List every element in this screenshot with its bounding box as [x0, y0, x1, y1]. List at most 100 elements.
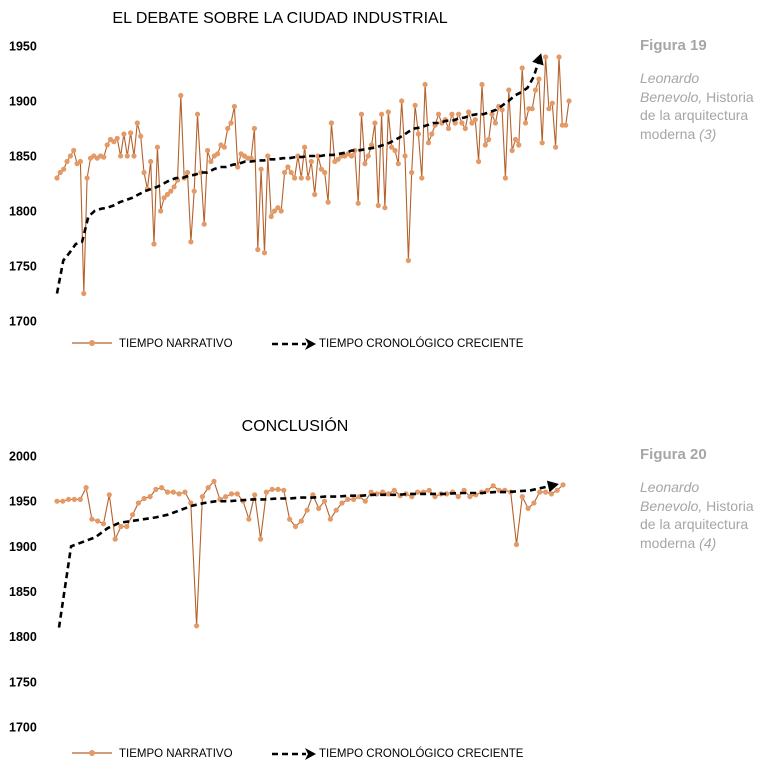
- data-point: [385, 109, 391, 115]
- chart1-legend: TIEMPO NARRATIVO TIEMPO CRONOLÓGICO CREC…: [72, 337, 524, 350]
- data-point: [112, 536, 118, 542]
- data-point: [405, 257, 411, 264]
- data-point: [278, 208, 284, 214]
- figure20-ref: (4): [699, 534, 717, 551]
- data-point: [135, 500, 141, 506]
- data-point: [305, 175, 311, 181]
- data-point: [444, 491, 450, 497]
- data-point: [184, 169, 191, 176]
- data-point: [429, 131, 435, 137]
- data-point: [84, 175, 90, 181]
- data-point: [298, 175, 304, 181]
- data-point: [492, 120, 498, 126]
- data-point: [402, 153, 408, 159]
- data-point: [395, 161, 401, 167]
- data-point: [77, 496, 83, 502]
- data-point: [375, 202, 381, 209]
- figure20-author: Leonardo Benevolo,: [640, 479, 703, 514]
- data-point: [118, 523, 124, 530]
- data-point: [553, 144, 559, 150]
- data-point: [461, 487, 467, 493]
- y-tick-label: 1950: [9, 495, 37, 509]
- data-point: [235, 164, 241, 170]
- data-point: [469, 120, 475, 126]
- data-point: [83, 485, 89, 491]
- data-point: [188, 500, 194, 506]
- data-point: [124, 523, 130, 530]
- data-point: [138, 133, 144, 139]
- y-tick-label: 1750: [9, 675, 37, 689]
- legend-narrative-label: TIEMPO NARRATIVO: [119, 748, 233, 760]
- data-point: [104, 142, 110, 148]
- data-point: [560, 482, 566, 488]
- data-point: [182, 489, 188, 495]
- data-point: [462, 125, 468, 132]
- data-point: [490, 483, 496, 489]
- data-point: [281, 487, 287, 493]
- data-point: [248, 155, 254, 161]
- data-point: [100, 521, 107, 527]
- data-point: [543, 489, 549, 495]
- legend-narrative-marker: [89, 340, 95, 346]
- data-point: [57, 169, 63, 176]
- data-point: [234, 491, 240, 497]
- figure19-ref: (3): [699, 125, 717, 142]
- data-point: [532, 87, 539, 93]
- data-point: [499, 107, 505, 113]
- data-point: [95, 518, 101, 524]
- data-point: [476, 158, 482, 165]
- data-point: [302, 144, 308, 150]
- data-point: [426, 487, 432, 493]
- data-point: [147, 494, 153, 500]
- data-point: [228, 491, 235, 497]
- data-point: [225, 125, 231, 132]
- y-tick-label: 1800: [9, 205, 37, 219]
- data-point: [287, 516, 293, 522]
- data-point: [205, 485, 211, 491]
- data-point: [348, 153, 355, 159]
- data-point: [415, 131, 421, 137]
- data-point: [345, 496, 351, 502]
- data-point: [339, 500, 345, 506]
- data-point: [71, 496, 77, 502]
- data-point: [304, 507, 310, 513]
- data-point: [412, 102, 418, 108]
- data-point: [516, 142, 522, 148]
- data-point: [391, 487, 397, 493]
- data-point: [425, 140, 432, 146]
- data-point: [509, 147, 515, 154]
- data-point: [275, 205, 281, 211]
- data-point: [164, 191, 170, 198]
- data-point: [529, 106, 535, 112]
- data-point: [134, 120, 140, 126]
- data-point: [211, 478, 217, 484]
- data-point: [482, 142, 488, 148]
- arrowhead-icon: [532, 53, 544, 66]
- data-point: [191, 188, 197, 194]
- figure19-text: Historia de la arquitectura moderna: [640, 88, 754, 142]
- data-point: [228, 120, 234, 126]
- data-point: [231, 103, 237, 110]
- data-point: [221, 144, 227, 150]
- data-point: [176, 491, 182, 497]
- data-point: [519, 494, 525, 500]
- data-point: [362, 498, 368, 504]
- data-point: [312, 191, 318, 198]
- data-point: [459, 120, 465, 126]
- data-point: [310, 492, 316, 498]
- data-point: [205, 147, 211, 154]
- data-point: [128, 130, 134, 136]
- data-point: [199, 494, 205, 500]
- data-point: [61, 166, 67, 172]
- data-point: [399, 98, 405, 104]
- data-point: [252, 492, 258, 498]
- data-point: [114, 135, 120, 141]
- data-point: [251, 125, 257, 132]
- data-point: [271, 208, 278, 214]
- data-point: [106, 492, 112, 498]
- figure19-title: Figura 19: [640, 37, 707, 54]
- y-tick-label: 1900: [9, 540, 37, 554]
- data-point: [268, 213, 274, 220]
- y-tick-label: 1700: [9, 315, 37, 329]
